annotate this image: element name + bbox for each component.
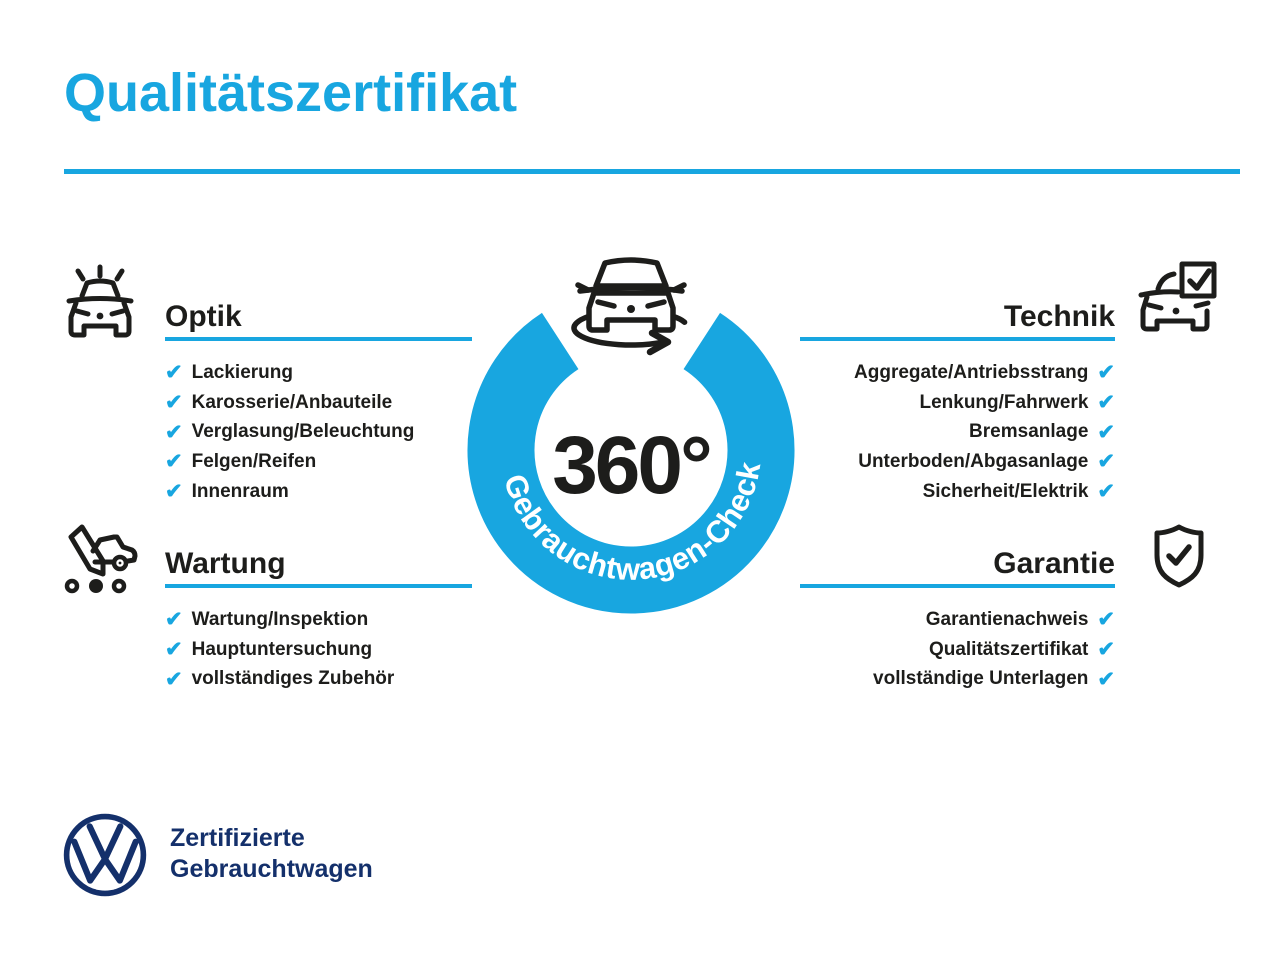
item-label: Bremsanlage (969, 421, 1089, 443)
car-checkbox-icon (1138, 261, 1217, 332)
badge-ring (467, 312, 795, 614)
footer-line2: Gebrauchtwagen (170, 855, 373, 883)
checklist-item: ✔ Karosserie/Anbauteile (165, 388, 472, 418)
item-label: Wartung/Inspektion (191, 608, 369, 630)
item-label: Aggregate/Antriebsstrang (854, 361, 1089, 383)
shield-check-icon (1154, 524, 1204, 588)
checklist-item: ✔ Lackierung (165, 358, 472, 388)
item-label: Sicherheit/Elektrik (922, 480, 1089, 502)
section-title-wartung: Wartung (165, 547, 286, 580)
item-label: Karosserie/Anbauteile (191, 391, 393, 413)
checklist-item: ✔ Verglasung/Beleuchtung (165, 417, 472, 447)
title-divider (64, 169, 1240, 174)
shining-car-icon (66, 264, 134, 338)
section-garantie: Garantie Garantienachweis ✔ Qualitätszert… (800, 544, 1115, 694)
check-icon: ✔ (165, 420, 183, 444)
item-label: Felgen/Reifen (191, 450, 317, 472)
item-label: Garantienachweis (925, 608, 1089, 630)
checklist-item: vollständige Unterlagen ✔ (800, 664, 1115, 694)
check-icon: ✔ (165, 361, 183, 385)
checklist-item: Sicherheit/Elektrik ✔ (800, 477, 1115, 507)
section-wartung: Wartung ✔ Wartung/Inspektion ✔ Hauptunters… (165, 544, 472, 694)
item-label: Qualitätszertifikat (928, 638, 1089, 660)
section-title-garantie: Garantie (993, 547, 1115, 580)
badge-value: 360° (552, 420, 710, 511)
item-label: Innenraum (191, 480, 289, 502)
section-divider (165, 584, 472, 588)
checklist-item: ✔ Felgen/Reifen (165, 447, 472, 477)
check-icon: ✔ (1097, 608, 1115, 632)
checklist-item: ✔ Hauptuntersuchung (165, 635, 472, 665)
car-rotation-icon (571, 257, 688, 356)
checklist-item: Garantienachweis ✔ (800, 605, 1115, 635)
check-icon: ✔ (1097, 420, 1115, 444)
item-label: Verglasung/Beleuchtung (191, 421, 415, 443)
checklist-item: Unterboden/Abgasanlage ✔ (800, 447, 1115, 477)
check-icon: ✔ (165, 608, 183, 632)
check-icon: ✔ (1097, 361, 1115, 385)
checklist-item: ✔ Innenraum (165, 477, 472, 507)
checklist-item: Aggregate/Antriebsstrang ✔ (800, 358, 1115, 388)
section-divider (800, 337, 1115, 341)
footer-brand-text: Zertifizierte Gebrauchtwagen (170, 823, 373, 885)
check-icon: ✔ (1097, 480, 1115, 504)
checklist-item: Qualitätszertifikat ✔ (800, 635, 1115, 665)
page-title: Qualitätszertifikat (64, 63, 518, 123)
item-label: Hauptuntersuchung (191, 638, 373, 660)
item-label: Lenkung/Fahrwerk (919, 391, 1089, 413)
check-icon: ✔ (1097, 638, 1115, 662)
check-icon: ✔ (165, 450, 183, 474)
item-label: Unterboden/Abgasanlage (858, 450, 1089, 472)
service-checklist-icon (64, 524, 138, 594)
footer-line1: Zertifizierte (170, 824, 305, 852)
check-icon: ✔ (165, 638, 183, 662)
360-check-badge: Gebrauchtwagen-Check 360° (467, 312, 795, 614)
item-label: vollständiges Zubehör (191, 668, 395, 690)
check-icon: ✔ (165, 667, 183, 691)
checklist-item: Lenkung/Fahrwerk ✔ (800, 388, 1115, 418)
section-technik: Technik Aggregate/Antriebsstrang ✔ Lenkun… (800, 297, 1115, 506)
item-label: vollständige Unterlagen (873, 668, 1089, 690)
section-optik: Optik ✔ Lackierung ✔ Karosserie/Anbauteile… (165, 297, 472, 506)
check-icon: ✔ (165, 480, 183, 504)
vw-logo (63, 813, 147, 897)
checklist-item: ✔ vollständiges Zubehör (165, 664, 472, 694)
checklist-item: ✔ Wartung/Inspektion (165, 605, 472, 635)
section-title-optik: Optik (165, 300, 242, 333)
checklist-item: Bremsanlage ✔ (800, 417, 1115, 447)
check-icon: ✔ (1097, 667, 1115, 691)
section-divider (800, 584, 1115, 588)
check-icon: ✔ (1097, 391, 1115, 415)
item-label: Lackierung (191, 361, 293, 383)
section-title-technik: Technik (1003, 300, 1115, 333)
section-divider (165, 337, 472, 341)
check-icon: ✔ (165, 391, 183, 415)
check-icon: ✔ (1097, 450, 1115, 474)
